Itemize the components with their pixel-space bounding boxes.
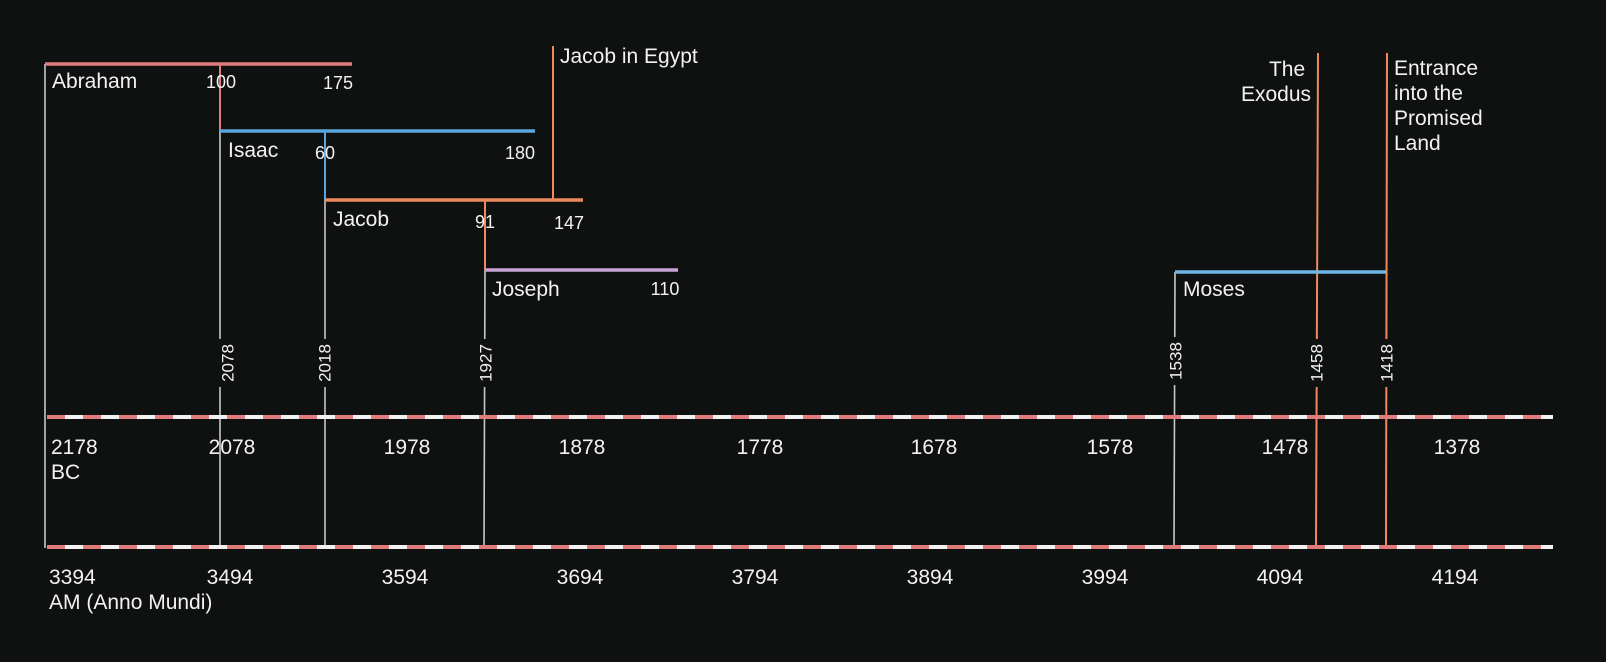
year-marker: 2078: [218, 339, 238, 387]
year-marker: 2018: [315, 339, 335, 387]
am-axis-unit-label: AM (Anno Mundi): [49, 591, 212, 614]
svg-text:2078: 2078: [219, 344, 238, 382]
promised-land-event-line: [1385, 52, 1388, 549]
am-axis-tick-label: 4194: [1432, 566, 1479, 589]
am-axis-tick-label: 3794: [732, 566, 779, 589]
joseph-age-label: 110: [651, 279, 680, 299]
abraham-age-label: 100: [206, 72, 236, 92]
am-axis-tick-label: 3694: [557, 566, 604, 589]
svg-text:1458: 1458: [1308, 344, 1327, 382]
person-name-joseph: Joseph: [492, 278, 560, 301]
joseph-birth-connector: [483, 269, 486, 549]
am-axis-tick-label: 3994: [1082, 566, 1129, 589]
svg-text:2018: 2018: [316, 344, 335, 382]
person-name-isaac: Isaac: [228, 139, 278, 162]
bc-axis-unit-label: BC: [51, 461, 80, 484]
am-axis-tick-label: 4094: [1257, 566, 1304, 589]
jacob-age-label: 91: [475, 212, 495, 232]
svg-text:1538: 1538: [1167, 342, 1186, 380]
event-label-jacob-in-egypt: Jacob in Egypt: [560, 45, 698, 68]
bc-axis-tick-label: 1378: [1434, 436, 1481, 459]
event-label-promised-land: Entrance into the Promised Land: [1394, 57, 1489, 155]
bc-axis-tick-label: 1678: [911, 436, 958, 459]
bc-axis-tick-label: 1878: [559, 436, 606, 459]
svg-text:1927: 1927: [477, 344, 496, 382]
abraham-age-label: 175: [323, 73, 353, 93]
jacob-age-label: 147: [554, 213, 584, 233]
event-label-exodus: The Exodus: [1241, 58, 1311, 106]
moses-birth-connector: [1173, 271, 1176, 549]
bc-axis-tick-label: 2078: [209, 436, 256, 459]
am-axis-tick-label: 3394: [49, 566, 96, 589]
person-name-jacob: Jacob: [333, 208, 389, 231]
isaac-age-label: 60: [315, 143, 335, 163]
bc-axis-tick-label: 1778: [737, 436, 784, 459]
svg-text:1418: 1418: [1378, 344, 1397, 382]
year-marker: 1418: [1377, 339, 1397, 387]
year-marker: 1927: [476, 339, 496, 387]
am-axis-tick-label: 3494: [207, 566, 254, 589]
isaac-age-label: 180: [505, 143, 535, 163]
bc-axis-tick-label: 1478: [1262, 436, 1309, 459]
person-name-abraham: Abraham: [52, 70, 137, 93]
am-axis-tick-label: 3594: [382, 566, 429, 589]
bc-axis-tick-label: 1578: [1087, 436, 1134, 459]
exodus-event-line: [1315, 52, 1319, 549]
bc-axis-tick-label: 2178: [51, 436, 98, 459]
year-marker: 1538: [1166, 337, 1186, 385]
year-marker: 1458: [1307, 339, 1327, 387]
am-axis-tick-label: 3894: [907, 566, 954, 589]
person-name-moses: Moses: [1183, 278, 1245, 301]
bc-axis-tick-label: 1978: [384, 436, 431, 459]
